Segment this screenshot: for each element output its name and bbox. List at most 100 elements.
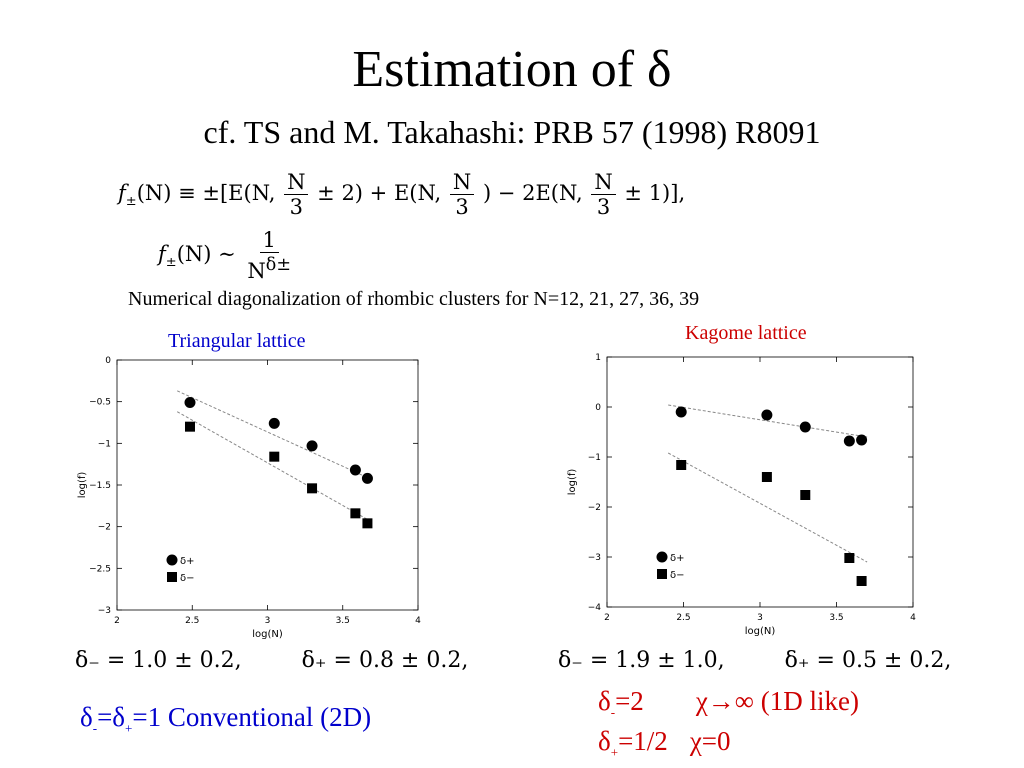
legend-marker-circle: [166, 554, 178, 566]
fit-line: [668, 404, 868, 438]
y-tick-label: −0.5: [89, 398, 111, 408]
y-tick-label: −1.5: [89, 481, 111, 491]
eq1-frac-2-num: N: [449, 170, 475, 195]
eq1-part-b: ± 2) + E(N,: [317, 181, 442, 205]
data-point-circle: [184, 397, 196, 408]
conclusion-kagome-line2-b: χ=0: [689, 726, 731, 756]
conclusion-triangular-text: =1 Conventional (2D): [132, 702, 372, 732]
eq2-den-exp: δ±: [265, 255, 291, 275]
eq2-f: f: [158, 242, 166, 266]
eq2-f-sub: ±: [165, 255, 177, 271]
eq1-part-c: ) − 2E(N,: [482, 181, 583, 205]
x-tick-label: 4: [415, 616, 421, 626]
fit-line: [667, 452, 868, 563]
data-point-circle: [843, 435, 855, 447]
slide-subtitle: cf. TS and M. Takahashi: PRB 57 (1998) R…: [203, 114, 821, 150]
data-point-square: [307, 483, 318, 494]
x-tick-label: 3.5: [829, 613, 843, 623]
data-point-circle: [306, 440, 318, 452]
x-tick-label: 2.5: [185, 616, 199, 626]
data-point-circle: [361, 472, 373, 484]
eq1-f: f: [118, 181, 126, 205]
conclusion-kagome-line2: δ+=1/2 χ=0: [598, 726, 731, 760]
eq1-f-sub: ±: [125, 194, 137, 210]
data-point-square: [269, 451, 280, 462]
kagome-lattice-label: Kagome lattice: [685, 322, 807, 344]
triangular-lattice-label: Triangular lattice: [168, 330, 306, 352]
y-tick-label: 0: [595, 403, 601, 413]
eq1-frac-3-den: 3: [596, 195, 611, 219]
eq1-frac-1-den: 3: [289, 195, 303, 219]
y-tick-label: −2: [588, 503, 601, 513]
y-tick-label: −4: [588, 603, 602, 613]
data-point-circle: [799, 421, 811, 433]
y-axis-label: log(f): [77, 472, 88, 499]
conclusion-kagome-line1-b: χ→∞ (1D like): [695, 686, 860, 716]
y-tick-label: −1: [98, 439, 111, 449]
data-point-square: [844, 553, 855, 563]
conclusion-kagome-line1-a: =2: [615, 686, 644, 716]
eq2-den-base: N: [247, 259, 266, 283]
triangular-delta-minus: δ₋ = 1.0 ± 0.2,: [75, 648, 242, 673]
eq1-part-d: ± 1)],: [624, 181, 686, 205]
x-tick-label: 2.5: [676, 613, 690, 623]
triangular-lattice-plot: 2 2.5 3 3.5 4 0 −0.5 −1 −1.5 −2 −2.5 −3 log(N) log(f)…: [77, 356, 421, 640]
data-point-square: [350, 508, 361, 519]
y-tick-label: −1: [588, 453, 601, 463]
legend-label-plus: δ+: [180, 556, 195, 567]
legend-label-minus: δ−: [180, 573, 195, 584]
eq2-frac: 1 Nδ±: [244, 228, 294, 283]
data-point-circle: [268, 417, 280, 429]
eq2-num: 1: [259, 228, 279, 253]
x-axis-label: log(N): [745, 626, 776, 637]
triangular-result: δ₋ = 1.0 ± 0.2, δ₊ = 0.8 ± 0.2,: [75, 648, 468, 673]
legend-label-plus: δ+: [670, 553, 685, 564]
y-tick-label: −2.5: [89, 564, 111, 574]
fit-line: [176, 411, 374, 523]
numerics-note: Numerical diagonalization of rhombic clu…: [128, 288, 700, 310]
triangular-delta-plus: δ₊ = 0.8 ± 0.2,: [301, 648, 469, 673]
eq1-frac-1-num: N: [284, 170, 309, 195]
kagome-delta-plus: δ₊ = 0.5 ± 0.2,: [784, 648, 952, 673]
plot-frame: [606, 356, 914, 608]
legend-marker-circle: [656, 551, 668, 563]
legend-marker-square: [167, 572, 177, 582]
conclusion-kagome-line2-a: =1/2: [618, 726, 668, 756]
kagome-lattice-plot: 2 2.5 3 3.5 4 1 0 −1 −2 −3 −4 log(N) log(f) δ+ δ−: [567, 353, 916, 637]
data-point-square: [800, 490, 811, 500]
x-tick-label: 3: [757, 613, 763, 623]
data-point-square: [761, 472, 772, 482]
y-tick-label: 1: [595, 353, 601, 363]
x-tick-label: 3.5: [336, 616, 350, 626]
fit-line: [176, 390, 374, 481]
data-point-circle: [349, 464, 361, 476]
y-tick-label: −3: [98, 606, 111, 616]
data-point-square: [856, 576, 867, 586]
x-tick-label: 3: [265, 616, 271, 626]
legend-marker-square: [657, 569, 667, 579]
x-tick-label: 2: [114, 616, 120, 626]
equation-scaling: f±(N) ∼ 1 Nδ±: [158, 228, 296, 283]
eq1-frac-2-den: 3: [455, 195, 469, 219]
slide-title: Estimation of δ: [352, 41, 672, 98]
conclusion-triangular: δ-=δ+=1 Conventional (2D): [80, 702, 372, 736]
y-tick-label: 0: [105, 356, 111, 366]
eq1-part-a: (N) ≡ ±[E(N,: [136, 181, 276, 205]
eq2-den: Nδ±: [244, 253, 294, 283]
conclusion-kagome-line1: δ-=2 χ→∞ (1D like): [598, 686, 860, 720]
x-axis-label: log(N): [252, 629, 283, 640]
legend-label-minus: δ−: [670, 570, 685, 581]
data-point-circle: [675, 406, 687, 418]
kagome-delta-minus: δ₋ = 1.9 ± 1.0,: [558, 648, 725, 673]
y-tick-label: −2: [98, 523, 111, 533]
kagome-result: δ₋ = 1.9 ± 1.0, δ₊ = 0.5 ± 0.2,: [558, 648, 951, 673]
data-point-circle: [761, 409, 773, 421]
x-tick-label: 2: [604, 613, 610, 623]
eq1-frac-3-num: N: [591, 170, 616, 195]
x-tick-label: 4: [910, 613, 916, 623]
data-point-square: [676, 460, 687, 470]
